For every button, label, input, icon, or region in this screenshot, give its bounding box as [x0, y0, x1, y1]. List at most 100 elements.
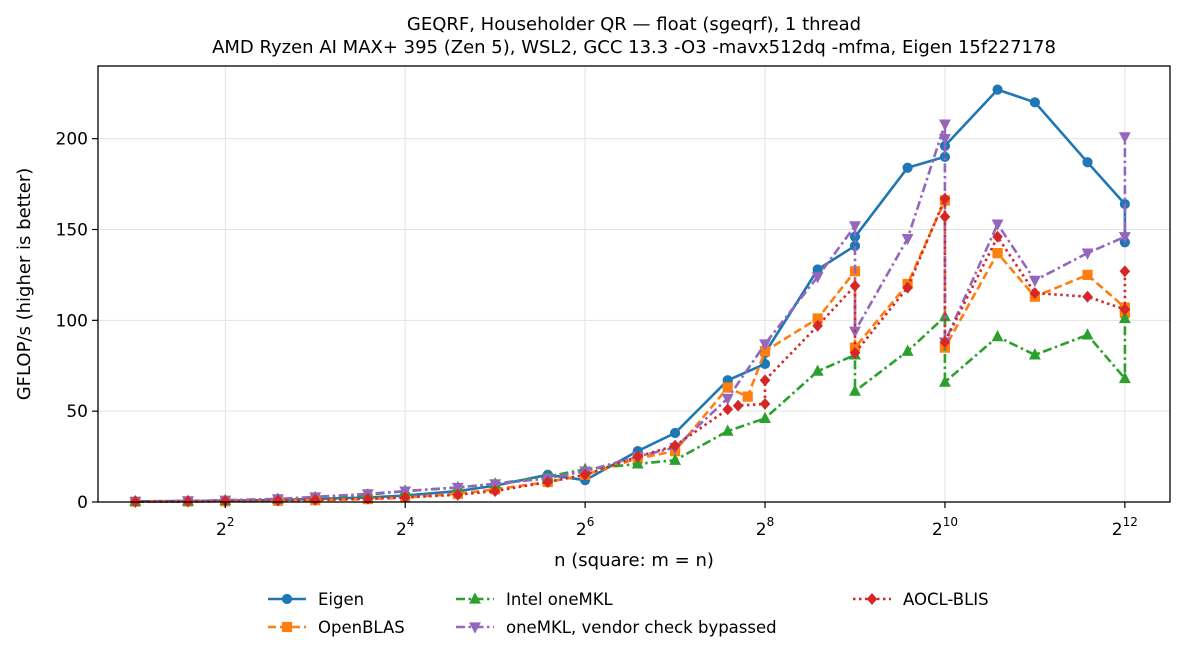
- legend-label: AOCL-BLIS: [903, 590, 989, 609]
- data-point: [542, 476, 554, 488]
- data-point: [991, 219, 1004, 231]
- chart-subtitle: AMD Ryzen AI MAX+ 395 (Zen 5), WSL2, GCC…: [212, 37, 1056, 58]
- x-tick-label: 28: [756, 515, 774, 540]
- legend-marker: [281, 593, 293, 605]
- data-point: [811, 272, 824, 284]
- data-point: [939, 375, 951, 387]
- x-axis-label: n (square: m = n): [554, 550, 714, 571]
- x-tick-label: 212: [1112, 515, 1138, 540]
- data-point: [1118, 371, 1131, 384]
- series-2: [129, 310, 1131, 507]
- data-point: [362, 492, 374, 505]
- x-tick-label: 22: [216, 515, 234, 540]
- series-4: [130, 192, 1131, 508]
- y-tick-label: 50: [66, 402, 88, 422]
- x-tick-label: 24: [396, 515, 414, 540]
- data-point: [1082, 157, 1093, 168]
- data-point: [759, 374, 771, 387]
- data-point: [1028, 348, 1041, 360]
- legend-item: Eigen: [268, 590, 364, 609]
- data-point: [722, 382, 733, 393]
- data-point: [732, 399, 744, 412]
- y-axis-ticks: 0 50 100 150 200: [56, 130, 98, 513]
- data-point: [309, 493, 321, 506]
- data-point: [669, 439, 681, 452]
- data-point: [939, 336, 951, 349]
- series-0: [130, 84, 1130, 507]
- plot-frame: [97, 65, 1171, 503]
- legend-label: Eigen: [318, 590, 364, 609]
- data-point: [849, 279, 861, 292]
- legend-marker: [866, 593, 878, 605]
- legend-label: oneMKL, vendor check bypassed: [506, 618, 777, 637]
- data-point: [992, 248, 1003, 259]
- data-point: [721, 424, 734, 436]
- x-tick-label: 210: [932, 515, 958, 540]
- data-point: [742, 391, 753, 402]
- y-tick-label: 0: [77, 493, 88, 513]
- series-line: [135, 315, 1127, 503]
- data-point: [939, 192, 951, 205]
- data-point: [759, 397, 771, 410]
- x-axis-ticks: 22 24 26 28 210 212: [216, 502, 1138, 540]
- data-point: [1029, 97, 1041, 108]
- data-point: [902, 281, 913, 294]
- legend: Eigen OpenBLAS Intel oneMKL oneMKL, vendor …: [268, 590, 989, 637]
- data-point: [939, 134, 951, 146]
- legend-item: OpenBLAS: [268, 618, 405, 637]
- data-point: [632, 450, 644, 463]
- data-point: [1082, 290, 1093, 303]
- data-point: [1118, 132, 1131, 144]
- legend-item: AOCL-BLIS: [853, 590, 989, 609]
- chart-title: GEQRF, Householder QR — float (sgeqrf), …: [407, 14, 861, 35]
- legend-marker: [469, 592, 481, 604]
- data-point: [901, 344, 914, 356]
- data-point: [489, 479, 502, 491]
- data-point: [669, 427, 681, 439]
- data-point: [759, 339, 771, 351]
- series-line: [135, 88, 1127, 503]
- legend-label: OpenBLAS: [318, 618, 405, 637]
- series-lines: [129, 84, 1131, 509]
- data-point: [1119, 303, 1131, 316]
- data-point: [812, 319, 823, 332]
- legend-label: Intel oneMKL: [506, 590, 614, 609]
- data-point: [849, 221, 861, 233]
- y-tick-label: 150: [56, 221, 88, 241]
- data-point: [451, 482, 464, 495]
- data-point: [1118, 232, 1131, 244]
- y-axis-label: GFLOP/s (higher is better): [14, 168, 35, 401]
- data-point: [579, 468, 591, 481]
- data-point: [722, 403, 733, 416]
- data-point: [1029, 287, 1041, 300]
- data-point: [452, 488, 464, 501]
- data-point: [669, 453, 682, 465]
- data-point: [272, 494, 284, 507]
- data-point: [939, 119, 951, 131]
- data-point: [902, 162, 913, 173]
- legend-marker: [469, 622, 481, 634]
- series-line: [135, 122, 1127, 503]
- data-point: [901, 233, 914, 246]
- y-tick-label: 100: [56, 311, 88, 331]
- legend-marker: [281, 621, 293, 633]
- data-point: [811, 364, 824, 376]
- data-point: [992, 84, 1003, 95]
- x-tick-label: 26: [576, 515, 594, 540]
- data-point: [489, 485, 501, 498]
- data-point: [991, 330, 1004, 342]
- data-point: [721, 393, 734, 406]
- data-point: [1119, 265, 1131, 278]
- data-point: [939, 210, 951, 223]
- legend-item: Intel oneMKL: [456, 590, 614, 609]
- data-point: [849, 384, 861, 396]
- data-point: [992, 230, 1003, 243]
- data-point: [1082, 269, 1093, 281]
- y-tick-label: 200: [56, 130, 88, 150]
- grid-lines: [98, 66, 1170, 503]
- legend-item: oneMKL, vendor check bypassed: [456, 618, 777, 637]
- data-point: [1028, 275, 1041, 288]
- series-3: [129, 119, 1131, 509]
- data-point: [1081, 328, 1094, 340]
